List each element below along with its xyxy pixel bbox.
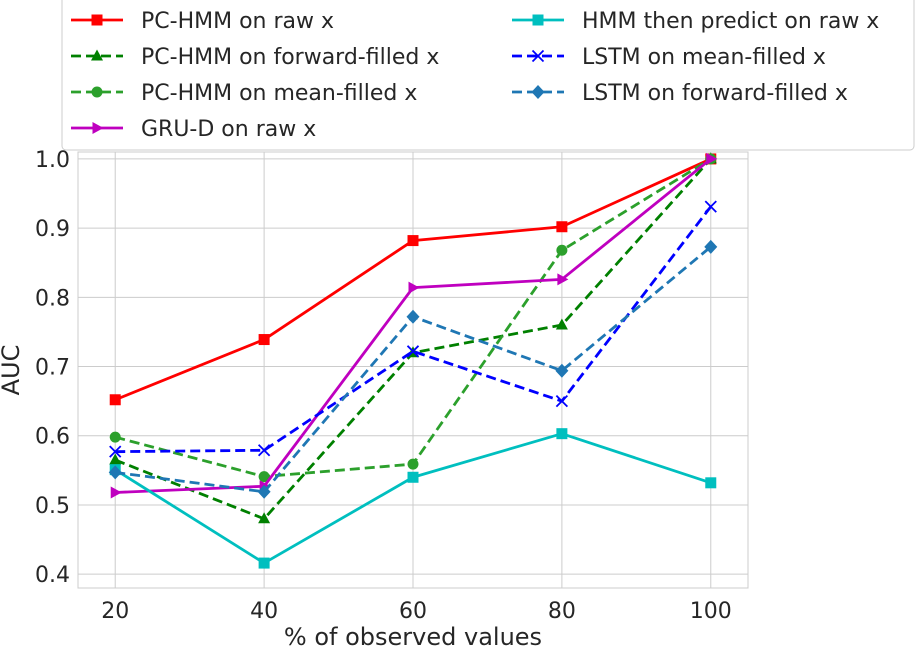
x-marker-stroke xyxy=(531,49,545,63)
legend-item: PC-HMM on forward-filled x xyxy=(71,45,439,70)
x-marker-stroke xyxy=(704,200,717,213)
legend-item: PC-HMM on raw x xyxy=(71,9,334,34)
series-6 xyxy=(109,200,717,458)
series-layer xyxy=(108,152,718,569)
series-line xyxy=(115,205,712,454)
data-point xyxy=(556,244,568,256)
y-tick-labels: 0.4 0.5 0.6 0.7 0.8 0.9 1.0 xyxy=(35,148,70,588)
legend-item: PC-HMM on mean-filled x xyxy=(71,81,417,106)
x-tick-label: 20 xyxy=(101,599,129,624)
legend-item: HMM then predict on raw x xyxy=(512,9,879,34)
x-tick-label: 100 xyxy=(690,599,732,624)
data-point xyxy=(705,477,717,489)
legend-label: PC-HMM on raw x xyxy=(141,9,334,34)
data-point xyxy=(258,512,271,524)
data-point xyxy=(406,309,420,324)
data-point xyxy=(110,486,122,499)
series-4 xyxy=(110,152,718,499)
x-tick-labels: 20 40 60 80 100 xyxy=(101,599,732,624)
series-7 xyxy=(108,239,718,499)
y-tick-label: 0.7 xyxy=(35,356,70,381)
legend-item: GRU-D on raw x xyxy=(71,117,316,142)
y-tick-label: 0.5 xyxy=(35,494,70,519)
data-point xyxy=(407,235,419,247)
x-marker-stroke xyxy=(555,395,569,408)
data-point xyxy=(109,431,121,443)
legend-marker xyxy=(91,86,103,98)
x-marker-stroke xyxy=(406,345,420,358)
data-point xyxy=(408,281,420,294)
data-point xyxy=(109,445,122,458)
data-point xyxy=(704,239,718,254)
legend-marker xyxy=(531,49,545,63)
data-point xyxy=(407,471,419,483)
data-point xyxy=(706,152,718,165)
legend-label: LSTM on mean-filled x xyxy=(582,45,826,70)
legend-marker xyxy=(92,122,104,134)
y-tick-label: 0.6 xyxy=(35,425,70,450)
legend-marker xyxy=(531,85,545,99)
x-axis-label: % of observed values xyxy=(284,623,542,651)
data-point xyxy=(556,428,568,440)
data-point xyxy=(557,273,569,286)
data-point xyxy=(257,444,271,457)
legend-label: PC-HMM on forward-filled x xyxy=(141,45,439,70)
legend-label: GRU-D on raw x xyxy=(141,117,316,142)
legend-label: HMM then predict on raw x xyxy=(582,9,879,34)
data-point xyxy=(258,471,270,483)
data-point xyxy=(258,334,270,346)
x-marker-stroke xyxy=(257,444,271,457)
x-marker-stroke xyxy=(109,445,122,458)
data-point xyxy=(109,453,122,465)
legend: PC-HMM on raw x PC-HMM on forward-filled … xyxy=(61,0,915,151)
legend-frame xyxy=(61,0,915,151)
legend-marker xyxy=(91,49,103,61)
grid-lines xyxy=(78,152,748,588)
legend-item: LSTM on mean-filled x xyxy=(512,45,826,70)
data-point xyxy=(704,200,717,213)
legend-marker xyxy=(91,14,103,26)
legend-marker xyxy=(532,14,544,26)
data-point xyxy=(258,557,270,569)
data-point xyxy=(407,458,419,470)
y-tick-label: 0.4 xyxy=(35,563,70,588)
x-tick-label: 60 xyxy=(399,599,427,624)
x-tick-label: 40 xyxy=(250,599,278,624)
data-point xyxy=(406,345,420,358)
legend-item: LSTM on forward-filled x xyxy=(512,81,848,106)
legend-label: PC-HMM on mean-filled x xyxy=(141,81,417,106)
data-point xyxy=(556,221,568,233)
data-point xyxy=(555,363,569,378)
data-point xyxy=(109,394,121,406)
x-tick-label: 80 xyxy=(548,599,576,624)
data-point xyxy=(257,484,271,499)
y-tick-label: 1.0 xyxy=(35,148,70,173)
y-tick-label: 0.9 xyxy=(35,217,70,242)
data-point xyxy=(555,395,569,408)
y-axis-label: AUC xyxy=(0,345,25,396)
y-tick-label: 0.8 xyxy=(35,286,70,311)
legend-label: LSTM on forward-filled x xyxy=(582,81,848,106)
data-point xyxy=(108,465,122,480)
data-point xyxy=(555,318,568,330)
